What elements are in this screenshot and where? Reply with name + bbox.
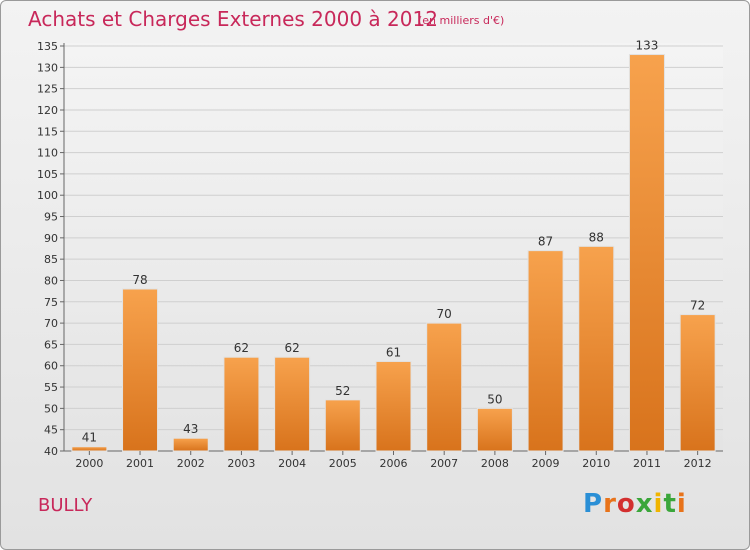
data-label: 62	[284, 341, 299, 355]
plot-area: 40 45 50 55 60 65 70 75 80 85 90 95 100 105 110 115 120 1…	[37, 39, 723, 470]
x-tick-label: 2008	[481, 457, 509, 470]
data-label: 43	[183, 422, 198, 436]
y-tick-label: 105	[37, 168, 58, 181]
y-tick-label: 55	[44, 381, 58, 394]
y-tick-label: 115	[37, 125, 58, 138]
y-tick-label: 110	[37, 147, 58, 160]
bar	[122, 288, 159, 452]
x-tick-label: 2010	[582, 457, 610, 470]
x-tick-label: 2009	[532, 457, 560, 470]
x-tick-label: 2012	[684, 457, 712, 470]
bar	[628, 54, 665, 452]
data-label: 78	[132, 273, 147, 287]
y-tick-label: 130	[37, 61, 58, 74]
x-tick-label: 2000	[75, 457, 103, 470]
x-tick-label: 2007	[430, 457, 458, 470]
y-tick-label: 40	[44, 445, 58, 458]
x-tick-label: 2001	[126, 457, 154, 470]
bar	[324, 399, 361, 452]
y-tick-label: 100	[37, 189, 58, 202]
data-label: 70	[437, 307, 452, 321]
bar	[426, 322, 463, 452]
data-label: 133	[636, 39, 659, 53]
data-label: 62	[234, 341, 249, 355]
x-tick-label: 2005	[329, 457, 357, 470]
y-tick-label: 75	[44, 296, 58, 309]
x-tick-label: 2004	[278, 457, 306, 470]
bar	[476, 407, 513, 452]
x-tick-label: 2011	[633, 457, 661, 470]
chart-title: Achats et Charges Externes 2000 à 2012	[28, 7, 438, 31]
y-tick-label: 90	[44, 232, 58, 245]
x-tick-label: 2006	[380, 457, 408, 470]
bar	[223, 356, 260, 452]
bar	[172, 437, 209, 452]
y-tick-label: 50	[44, 402, 58, 415]
y-tick-label: 135	[37, 40, 58, 53]
bar	[375, 360, 412, 452]
data-label: 72	[690, 299, 705, 313]
bar	[71, 446, 108, 452]
data-label: 88	[589, 230, 604, 244]
bar	[679, 314, 716, 452]
data-label: 50	[487, 392, 502, 406]
data-label: 41	[82, 431, 97, 445]
y-tick-label: 70	[44, 317, 58, 330]
commune-name: BULLY	[38, 495, 93, 516]
proxiti-logo: Proxiti	[583, 489, 687, 519]
bar	[527, 250, 564, 452]
data-label: 87	[538, 235, 553, 249]
y-tick-label: 65	[44, 338, 58, 351]
y-tick-label: 120	[37, 104, 58, 117]
data-label: 61	[386, 345, 401, 359]
bar	[274, 356, 311, 452]
chart-subtitle: (en milliers d'€)	[418, 14, 505, 27]
bar	[578, 245, 615, 452]
data-label: 52	[335, 384, 350, 398]
y-tick-label: 45	[44, 424, 58, 437]
y-tick-label: 125	[37, 83, 58, 96]
y-tick-label: 95	[44, 211, 58, 224]
x-tick-label: 2002	[177, 457, 205, 470]
y-tick-label: 60	[44, 360, 58, 373]
y-tick-label: 85	[44, 253, 58, 266]
y-tick-label: 80	[44, 274, 58, 287]
x-tick-label: 2003	[227, 457, 255, 470]
